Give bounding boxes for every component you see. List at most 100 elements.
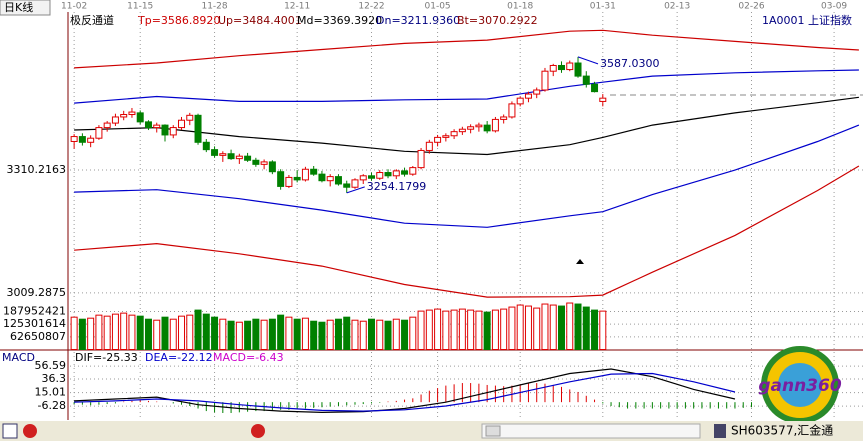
candle-body: [78, 136, 86, 143]
annotation-leader: [346, 186, 365, 194]
candle-body: [252, 159, 260, 165]
volume-bar: [219, 318, 227, 350]
x-tick-label: 01-31: [590, 2, 616, 12]
volume-bar: [384, 320, 392, 351]
dea-line: [74, 372, 736, 412]
volume-bar: [450, 309, 458, 351]
candle-body: [516, 97, 524, 105]
candle-body: [144, 121, 152, 129]
volume-bar: [549, 304, 557, 351]
candle-body: [533, 89, 541, 95]
candle-body: [186, 114, 194, 121]
x-tick-label: 11-02: [61, 2, 87, 12]
candle-body: [318, 173, 326, 182]
volume-bar: [458, 308, 466, 350]
volume-bar: [310, 320, 318, 351]
y-tick-label: 187952421: [3, 305, 66, 318]
volume-bar: [268, 318, 276, 350]
indicator-name: 极反通道: [70, 13, 114, 27]
candle-body: [334, 176, 342, 185]
volume-bar: [334, 318, 342, 350]
volume-bar: [359, 320, 367, 351]
volume-bar: [277, 314, 285, 351]
legend-entry: DEA=-22.12: [145, 351, 213, 364]
volume-bar: [87, 317, 95, 351]
volume-bar: [70, 316, 78, 350]
candle-body: [351, 179, 359, 188]
candle-body: [178, 119, 186, 129]
volume-bar: [582, 306, 590, 351]
y-tick-label: 56.59: [35, 359, 67, 372]
volume-bar: [293, 318, 301, 350]
candle-body: [368, 175, 376, 179]
volume-bar: [103, 315, 111, 351]
marker: [576, 259, 584, 264]
volume-bar: [244, 320, 252, 351]
dif-line: [74, 368, 736, 414]
candle-body: [475, 124, 483, 128]
candle-body: [95, 127, 103, 139]
x-tick-label: 01-18: [507, 2, 533, 12]
x-tick-label: 03-09: [821, 2, 847, 12]
volume-bar: [318, 321, 326, 350]
annotation: 3254.1799: [367, 180, 427, 193]
candle-body: [409, 167, 417, 175]
channel-line: [74, 96, 859, 156]
volume-bar: [95, 314, 103, 351]
volume-bar: [235, 321, 243, 350]
icon[interactable]: [251, 424, 265, 438]
candle-body: [128, 111, 136, 116]
legend-entry: MACD=-6.43: [213, 351, 284, 364]
candle-body: [202, 141, 210, 151]
candle-body: [169, 127, 177, 136]
volume-bar: [136, 315, 144, 351]
status-stock[interactable]: SH603577,汇金通: [731, 423, 833, 438]
annotation: 3587.0300: [600, 57, 660, 70]
scrollbar[interactable]: [481, 423, 701, 439]
logo-text: gann360: [758, 376, 842, 396]
volume-bar: [574, 303, 582, 350]
candle-body: [310, 168, 318, 175]
volume-bar: [343, 316, 351, 350]
volume-bar: [409, 316, 417, 350]
volume-bar: [111, 313, 119, 350]
volume-bar: [599, 310, 607, 350]
x-tick-label: 12-22: [358, 2, 384, 12]
volume-bar: [557, 305, 565, 350]
volume-bar: [285, 316, 293, 350]
y-tick-label: 3009.2875: [7, 286, 67, 299]
icon[interactable]: [2, 423, 18, 439]
volume-bar: [252, 318, 260, 350]
period-box[interactable]: [0, 0, 51, 16]
candle-body: [120, 114, 128, 118]
param: Up=3484.4001: [218, 14, 302, 27]
volume-bar: [524, 305, 532, 350]
volume-bar: [500, 308, 508, 350]
channel-line: [74, 165, 860, 298]
y-tick-label: 15.01: [35, 386, 67, 399]
candle-body: [566, 62, 574, 71]
candle-body: [260, 161, 268, 165]
candle-body: [508, 103, 516, 118]
candle-body: [219, 153, 227, 156]
param: Tp=3586.8920: [137, 14, 220, 27]
x-tick-label: 11-15: [127, 2, 153, 12]
volume-bar: [475, 310, 483, 350]
candle-body: [392, 170, 400, 177]
candle-body: [103, 122, 111, 129]
candle-body: [326, 176, 334, 182]
channel-line: [74, 124, 860, 228]
x-tick-label: 11-28: [201, 2, 227, 12]
param: Bt=3070.2922: [457, 14, 538, 27]
volume-bar: [128, 314, 136, 351]
scroll-thumb[interactable]: [485, 425, 501, 437]
candle-body: [277, 171, 285, 187]
period-label[interactable]: 日K线: [4, 0, 33, 14]
volume-bar: [178, 315, 186, 351]
volume-bar: [541, 303, 549, 350]
symbol: 1A0001 上证指数: [762, 13, 852, 27]
icon[interactable]: [23, 424, 37, 438]
